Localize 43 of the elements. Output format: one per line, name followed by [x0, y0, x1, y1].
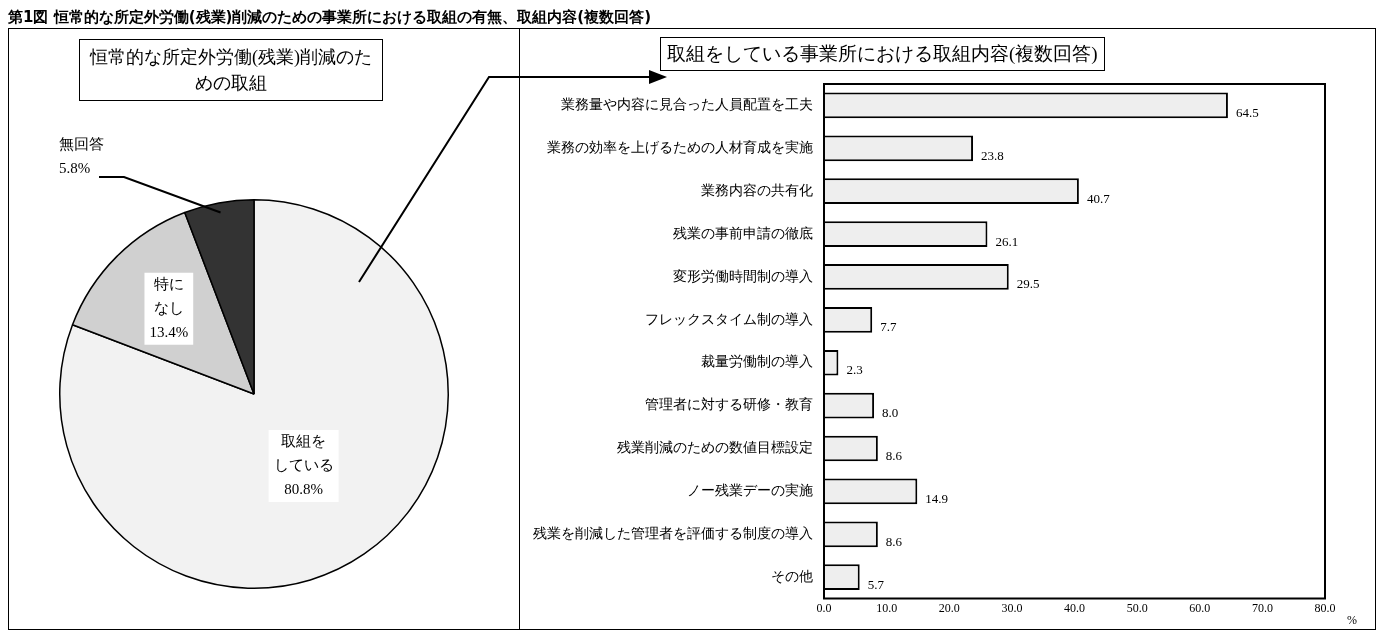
y-tick-label: 残業の事前申請の徹底 — [673, 225, 813, 241]
data-label: 40.7 — [1086, 190, 1111, 206]
y-tick-label: フレックスタイム制の導入 — [645, 311, 813, 327]
y-tick-label: 残業削減のための数値目標設定 — [617, 440, 813, 456]
x-tick-label: 0.0 — [816, 600, 832, 615]
slice-label: 取組をしている — [273, 432, 334, 473]
data-label: 2.3 — [846, 362, 863, 378]
data-label: 26.1 — [995, 233, 1019, 249]
data-label: 5.8% — [59, 159, 91, 176]
data-label: 29.5 — [1016, 276, 1040, 292]
x-tick-label: 30.0 — [1001, 600, 1023, 615]
y-tick-label: 変形労働時間制の導入 — [673, 268, 813, 284]
x-tick-label: 70.0 — [1251, 600, 1273, 615]
data-label: 23.8 — [981, 147, 1004, 163]
data-label: 8.6 — [885, 447, 903, 463]
data-label: 64.5 — [1235, 104, 1259, 120]
x-tick-label: 60.0 — [1189, 600, 1211, 615]
text: 第1図 恒常的な所定外労働(残業)削減のための事業所における取組の有無、取組内容(複数回答) — [8, 8, 652, 26]
y-tick-label: 業務量や内容に見合った人員配置を工夫 — [561, 97, 813, 113]
data-label: 80.8% — [284, 480, 323, 497]
data-label: 7.7 — [880, 319, 897, 335]
y-tick-label: 残業を削減した管理者を評価する制度の導入 — [533, 525, 813, 541]
y-tick-label: 業務内容の共有化 — [701, 182, 813, 198]
x-tick-label: 40.0 — [1064, 600, 1085, 615]
slice-label: 無回答 — [59, 135, 104, 152]
slice-label: 特になし — [153, 275, 184, 316]
chart-title: 取組をしている事業所における取組内容(複数回答) — [660, 37, 1105, 71]
x-tick-label: 50.0 — [1126, 600, 1148, 615]
chart-title: 恒常的な所定外労働(残業)削減のための取組 — [79, 39, 383, 101]
x-tick-label: 20.0 — [938, 600, 960, 615]
data-label: 8.6 — [885, 533, 903, 549]
y-tick-label: ノー残業デーの実施 — [687, 483, 813, 499]
x-tick-label: 10.0 — [876, 600, 898, 615]
data-label: 8.0 — [882, 405, 899, 421]
y-tick-label: 業務の効率を上げるための人材育成を実施 — [547, 139, 813, 155]
data-label: 14.9 — [925, 490, 949, 506]
y-tick-label: 裁量労働制の導入 — [701, 354, 813, 370]
x-axis-title: % — [1347, 612, 1357, 627]
x-tick-label: 80.0 — [1314, 600, 1336, 615]
y-tick-label: 管理者に対する研修・教育 — [645, 396, 813, 413]
data-label: 13.4% — [149, 323, 189, 340]
data-label: 5.7 — [867, 576, 885, 592]
y-tick-label: その他 — [771, 568, 813, 584]
